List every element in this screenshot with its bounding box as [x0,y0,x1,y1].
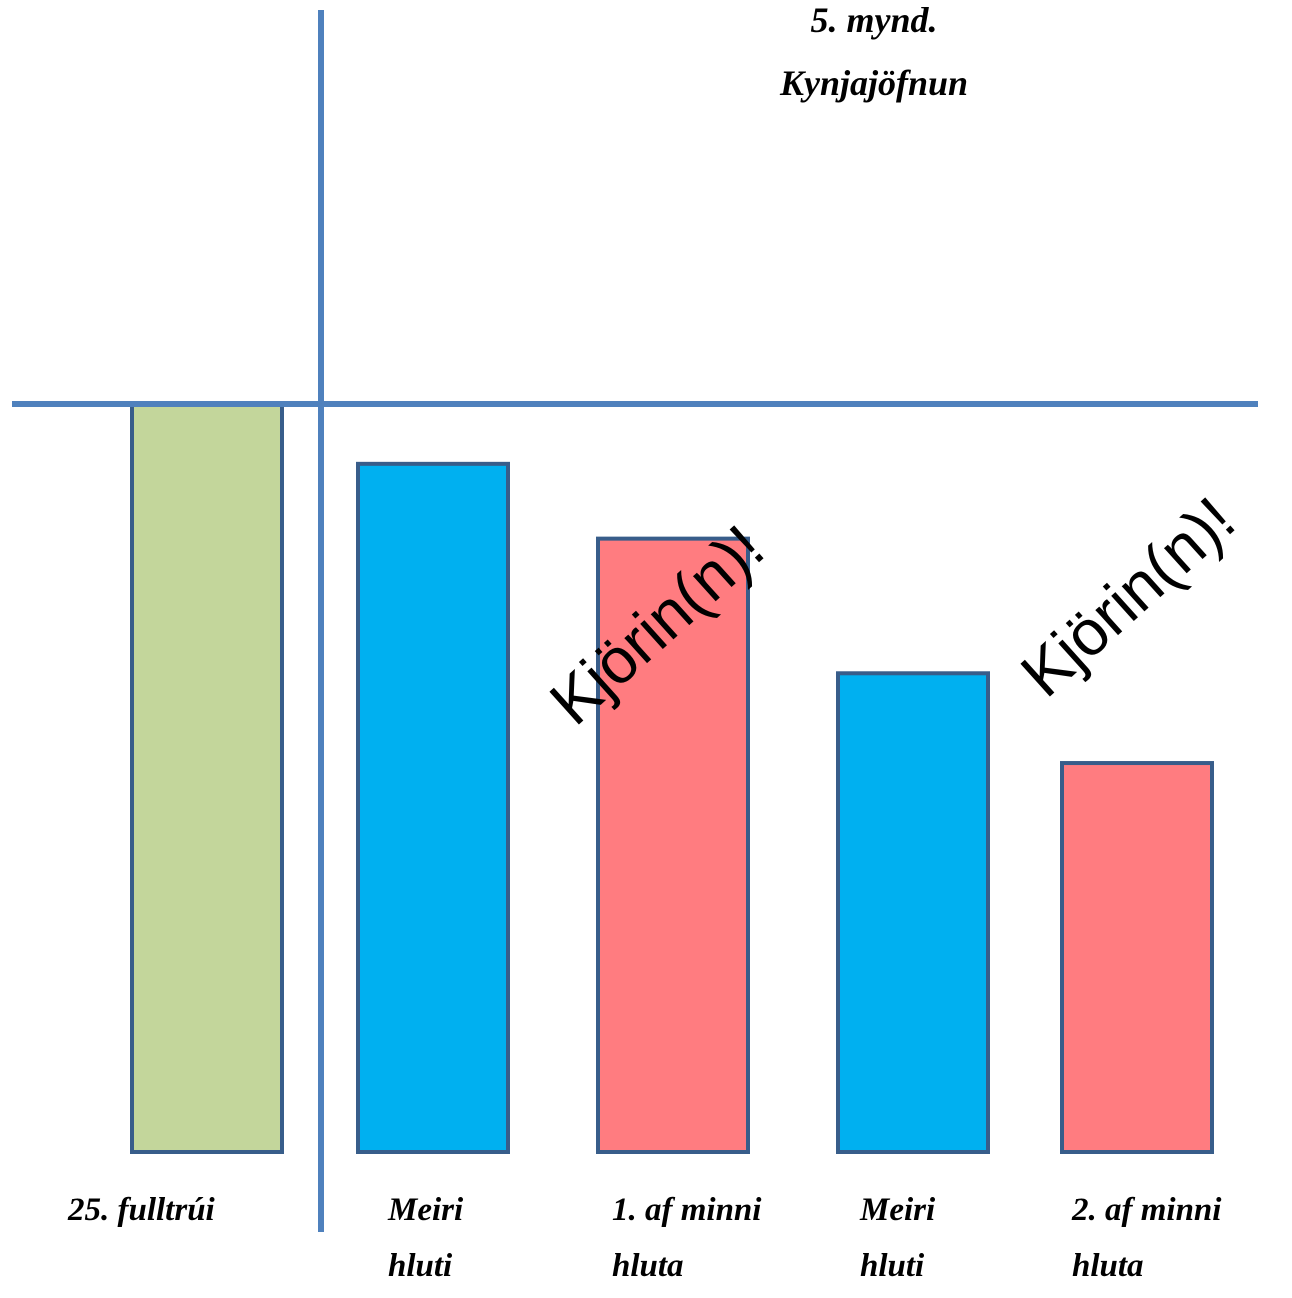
bar-3-label-line-2: hluta [612,1248,684,1284]
diagram-title-line-2: Kynjajöfnun [779,63,968,103]
bar-1 [130,402,284,1154]
bar-3-label-line-1: 1. af minni [612,1192,762,1228]
bar-5 [1060,761,1214,1154]
bars-layer [130,402,1214,1155]
category-labels: 25. fulltrúi Meiri hluti 1. af minni hluta Me… [67,1192,1222,1284]
bar-2 [356,461,510,1154]
bar-4 [836,671,990,1155]
bar-2-label-line-2: hluti [388,1248,453,1284]
bar-2-label-line-1: Meiri [387,1192,464,1228]
bar-5-label-line-1: 2. af minni [1071,1192,1222,1228]
elected-stamp-2: Kjörin(n)! [1007,483,1248,710]
bar-4-label-line-2: hluti [860,1248,925,1284]
bar-4-label-line-1: Meiri [859,1192,936,1228]
bar-1-label-line-1: 25. fulltrúi [67,1192,216,1228]
bar-5-label-line-2: hluta [1072,1248,1144,1284]
diagram-title-line-1: 5. mynd. [810,0,937,40]
bar-3 [596,536,750,1154]
